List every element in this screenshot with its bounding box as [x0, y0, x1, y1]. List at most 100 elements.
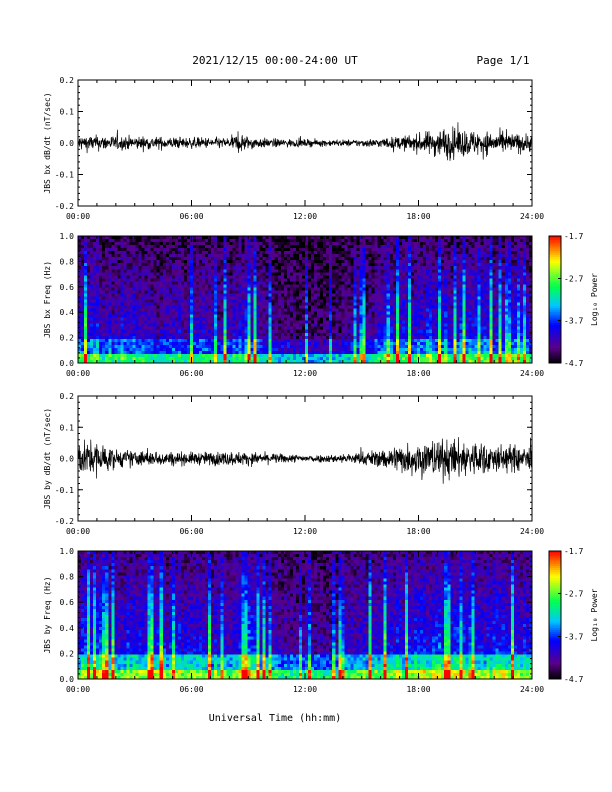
- spectrogram-cell: [190, 354, 193, 357]
- spectrogram-cell: [247, 248, 250, 251]
- spectrogram-cell: [157, 287, 160, 290]
- spectrogram-cell: [378, 281, 381, 284]
- spectrogram-cell: [323, 342, 326, 345]
- spectrogram-cell: [335, 354, 338, 357]
- spectrogram-cell: [90, 272, 93, 275]
- spectrogram-cell: [296, 251, 299, 254]
- spectrogram-cell: [414, 318, 417, 321]
- spectrogram-cell: [272, 342, 275, 345]
- spectrogram-cell: [375, 281, 378, 284]
- page-indicator: Page 1/1: [477, 54, 530, 67]
- spectrogram-cell: [266, 309, 269, 312]
- spectrogram-cell: [247, 242, 250, 245]
- spectrogram-cell: [136, 239, 139, 242]
- spectrogram-cell: [387, 333, 390, 336]
- spectrogram-cell: [111, 275, 114, 278]
- spectrogram-cell: [323, 339, 326, 342]
- spectrogram-cell: [154, 345, 157, 348]
- spectrogram-cell: [293, 239, 296, 242]
- spectrogram-cell: [220, 290, 223, 293]
- spectrogram-cell: [341, 303, 344, 306]
- spectrogram-cell: [211, 315, 214, 318]
- spectrogram-cell: [381, 245, 384, 248]
- spectrogram-cell: [359, 324, 362, 327]
- spectrogram-cell: [169, 339, 172, 342]
- spectrogram-cell: [356, 245, 359, 248]
- spectrogram-cell: [157, 327, 160, 330]
- spectrogram-cell: [102, 309, 105, 312]
- spectrogram-cell: [114, 293, 117, 296]
- spectrogram-cell: [290, 342, 293, 345]
- spectrogram-cell: [302, 309, 305, 312]
- spectrogram-cell: [126, 254, 129, 257]
- spectrogram-cell: [390, 239, 393, 242]
- spectrogram-cell: [81, 333, 84, 336]
- spectrogram-cell: [372, 293, 375, 296]
- spectrogram-cell: [166, 339, 169, 342]
- spectrogram-cell: [93, 263, 96, 266]
- spectrogram-cell: [366, 303, 369, 306]
- spectrogram-cell: [281, 272, 284, 275]
- spectrogram-cell: [305, 315, 308, 318]
- spectrogram-cell: [136, 254, 139, 257]
- spectrogram-cell: [226, 345, 229, 348]
- spectrogram-cell: [81, 351, 84, 354]
- spectrogram-cell: [375, 303, 378, 306]
- spectrogram-cell: [175, 281, 178, 284]
- spectrogram-cell: [353, 260, 356, 263]
- spectrogram-cell: [241, 306, 244, 309]
- spectrogram-cell: [142, 300, 145, 303]
- spectrogram-cell: [369, 324, 372, 327]
- spectrogram-cell: [269, 254, 272, 257]
- spectrogram-cell: [296, 239, 299, 242]
- spectrogram-cell: [347, 345, 350, 348]
- spectrogram-cell: [254, 248, 257, 251]
- spectrogram-cell: [332, 357, 335, 360]
- spectrogram-cell: [169, 260, 172, 263]
- spectrogram-cell: [423, 318, 426, 321]
- spectrogram-cell: [184, 284, 187, 287]
- spectrogram-cell: [142, 266, 145, 269]
- spectrogram-cell: [384, 321, 387, 324]
- spectrogram-cell: [263, 324, 266, 327]
- spectrogram-cell: [169, 284, 172, 287]
- spectrogram-cell: [317, 272, 320, 275]
- spectrogram-cell: [229, 336, 232, 339]
- spectrogram-cell: [157, 242, 160, 245]
- spectrogram-cell: [172, 245, 175, 248]
- spectrogram-cell: [235, 272, 238, 275]
- spectrogram-cell: [320, 357, 323, 360]
- spectrogram-cell: [190, 327, 193, 330]
- spectrogram-cell: [350, 303, 353, 306]
- spectrogram-cell: [220, 293, 223, 296]
- spectrogram-cell: [314, 342, 317, 345]
- spectrogram-cell: [356, 248, 359, 251]
- spectrogram-cell: [317, 284, 320, 287]
- spectrogram-cell: [332, 275, 335, 278]
- spectrogram-cell: [196, 254, 199, 257]
- spectrogram-cell: [145, 245, 148, 248]
- spectrogram-cell: [384, 357, 387, 360]
- spectrogram-cell: [257, 248, 260, 251]
- spectrogram-cell: [151, 248, 154, 251]
- spectrogram-cell: [375, 315, 378, 318]
- spectrogram-cell: [378, 266, 381, 269]
- spectrogram-cell: [302, 272, 305, 275]
- spectrogram-cell: [251, 269, 254, 272]
- spectrogram-cell: [136, 269, 139, 272]
- spectrogram-cell: [81, 303, 84, 306]
- spectrogram-cell: [302, 248, 305, 251]
- spectrogram-cell: [208, 333, 211, 336]
- spectrogram-cell: [338, 330, 341, 333]
- spectrogram-cell: [111, 290, 114, 293]
- spectrogram-cell: [175, 293, 178, 296]
- spectrogram-cell: [396, 318, 399, 321]
- spectrogram-cell: [187, 296, 190, 299]
- spectrogram-cell: [414, 339, 417, 342]
- spectrogram-cell: [102, 339, 105, 342]
- spectrogram-cell: [284, 357, 287, 360]
- spectrogram-cell: [266, 287, 269, 290]
- spectrogram-cell: [211, 354, 214, 357]
- spectrogram-cell: [341, 296, 344, 299]
- spectrogram-cell: [381, 275, 384, 278]
